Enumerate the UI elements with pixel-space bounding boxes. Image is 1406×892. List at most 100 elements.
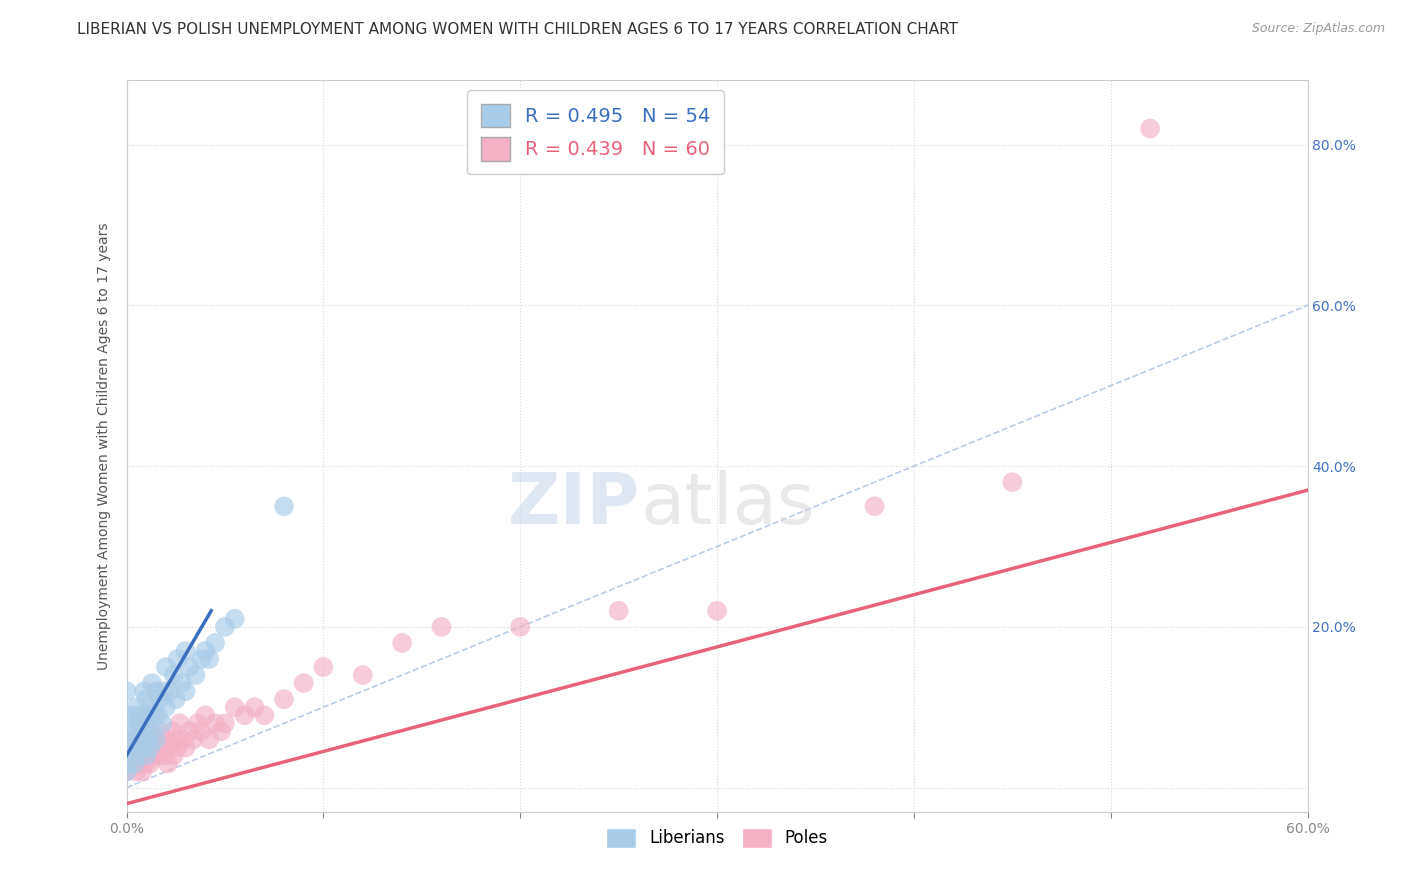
Point [143,708,166,723]
Point [165,692,187,706]
Point [198,732,221,747]
Point [145,740,167,755]
Point [115,748,138,763]
Point [131,764,153,779]
Text: Source: ZipAtlas.com: Source: ZipAtlas.com [1251,22,1385,36]
Point [863,500,886,514]
Point [135,756,157,771]
Point [166,652,188,666]
Point [135,748,157,763]
Point [139,724,162,739]
Point [135,716,157,731]
Point [145,684,167,698]
Point [149,692,172,706]
Point [139,740,162,755]
Point [136,740,159,755]
Point [153,684,176,698]
Point [125,732,148,747]
Point [125,764,148,779]
Point [141,748,163,763]
Point [224,700,246,714]
Point [170,732,193,747]
Point [146,748,169,763]
Point [134,748,156,763]
Point [165,732,187,747]
Point [174,684,197,698]
Point [124,732,146,747]
Point [136,708,159,723]
Point [273,500,295,514]
Point [149,724,172,739]
Point [146,708,169,723]
Text: ZIP: ZIP [508,470,640,539]
Point [115,732,138,747]
Point [430,620,453,634]
Point [139,756,162,771]
Point [174,740,197,755]
Point [141,676,163,690]
Point [214,716,236,731]
Point [141,724,163,739]
Point [163,668,186,682]
Point [253,708,276,723]
Point [190,724,212,739]
Point [209,724,232,739]
Point [155,660,177,674]
Point [706,604,728,618]
Point [139,700,162,714]
Point [143,732,166,747]
Point [124,740,146,755]
Point [184,668,207,682]
Point [198,652,221,666]
Point [125,748,148,763]
Point [156,756,179,771]
Point [204,636,226,650]
Point [179,660,201,674]
Point [352,668,374,682]
Point [115,764,138,779]
Legend: Liberians, Poles: Liberians, Poles [599,821,835,855]
Point [145,732,167,747]
Point [224,612,246,626]
Point [134,724,156,739]
Point [159,740,181,755]
Point [115,740,138,755]
Point [243,700,266,714]
Point [127,740,149,755]
Point [150,740,173,755]
Point [174,644,197,658]
Y-axis label: Unemployment Among Women with Children Ages 6 to 17 years: Unemployment Among Women with Children A… [97,222,111,670]
Point [163,748,186,763]
Point [124,756,146,771]
Point [115,764,138,779]
Point [179,724,201,739]
Point [127,748,149,763]
Point [135,732,157,747]
Point [134,724,156,739]
Point [204,716,226,731]
Point [124,708,146,723]
Point [127,716,149,731]
Point [131,740,153,755]
Point [1001,475,1024,490]
Point [115,756,138,771]
Point [129,708,152,723]
Point [115,708,138,723]
Point [214,620,236,634]
Point [170,676,193,690]
Point [391,636,413,650]
Point [125,700,148,714]
Point [233,708,256,723]
Point [273,692,295,706]
Point [312,660,335,674]
Point [169,716,191,731]
Point [186,716,208,731]
Point [136,732,159,747]
Point [509,620,531,634]
Point [183,732,205,747]
Point [115,724,138,739]
Point [155,700,177,714]
Point [131,716,153,731]
Point [190,652,212,666]
Point [150,716,173,731]
